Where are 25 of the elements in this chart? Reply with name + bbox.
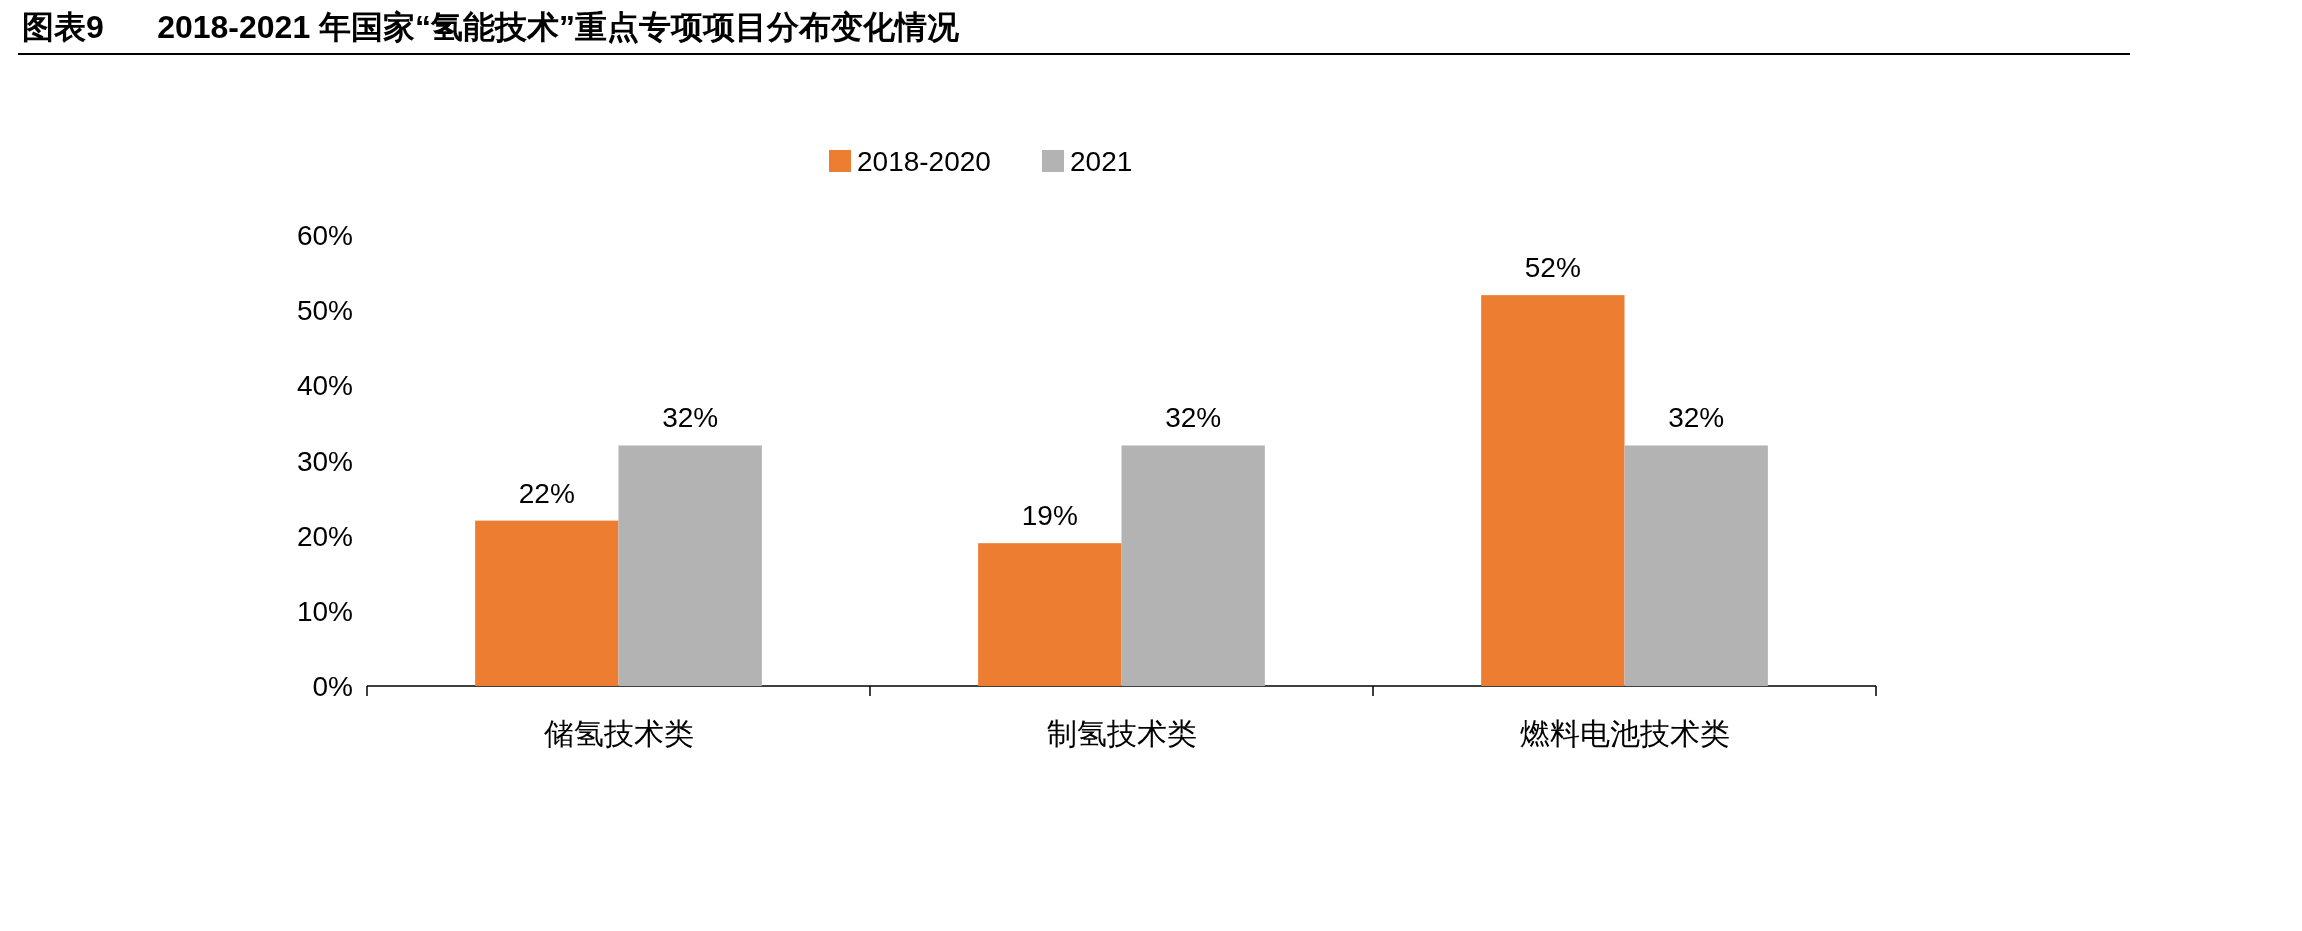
bar (1121, 445, 1265, 686)
data-label: 32% (662, 402, 719, 434)
legend-label: 2021 (1070, 146, 1133, 177)
data-label: 32% (1668, 402, 1725, 434)
y-tick-label: 40% (296, 370, 353, 402)
y-tick-label: 0% (312, 671, 353, 702)
bar (978, 543, 1122, 686)
y-tick-label: 30% (296, 445, 353, 477)
bar (1624, 445, 1768, 686)
data-label: 19% (1021, 500, 1078, 532)
x-tick-label: 储氢技术类 (543, 717, 694, 750)
legend-label: 2018-2020 (857, 146, 991, 177)
bar (475, 520, 619, 686)
data-label: 22% (518, 477, 575, 509)
y-tick-label: 20% (296, 520, 353, 552)
y-tick-label: 10% (296, 595, 353, 627)
bar (618, 445, 762, 686)
data-label: 32% (1165, 402, 1222, 434)
chart-title: 图表9 2018-2021 年国家“氢能技术”重点专项项目分布变化情况 (22, 9, 961, 45)
y-tick-label: 60% (296, 220, 353, 251)
bar (1481, 295, 1625, 686)
x-tick-label: 燃料电池技术类 (1519, 717, 1730, 750)
data-label: 52% (1524, 252, 1581, 284)
x-tick-label: 制氢技术类 (1046, 717, 1197, 750)
y-tick-label: 50% (296, 295, 353, 327)
